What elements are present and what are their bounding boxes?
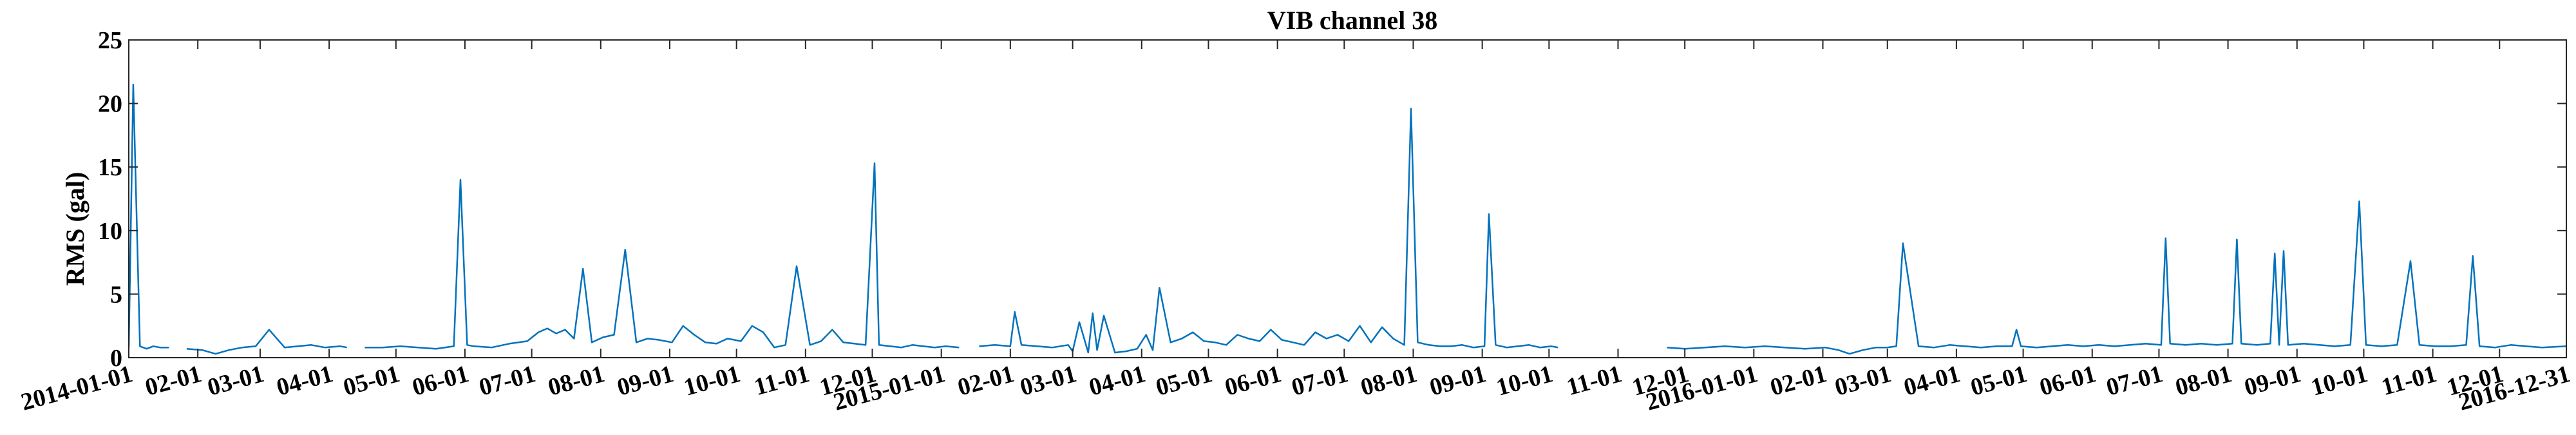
- x-tick-label: 07-01: [1289, 360, 1351, 401]
- x-tick-label: 07-01: [476, 360, 538, 401]
- x-tick-label: 07-01: [2103, 360, 2166, 401]
- x-tick-label: 11-01: [2378, 360, 2439, 401]
- y-tick-label: 10: [98, 218, 122, 245]
- series-line-segment: [128, 83, 169, 350]
- x-tick-label: 08-01: [1358, 360, 1420, 401]
- x-tick-label: 08-01: [545, 360, 608, 401]
- x-tick-label: 05-01: [341, 360, 403, 401]
- series-line-segment: [186, 329, 347, 355]
- x-tick-label: 03-01: [205, 360, 267, 401]
- axes-frame: [128, 39, 2567, 358]
- x-tick-label: 04-01: [274, 360, 336, 401]
- y-axis: 0 5 10 15 20 25: [98, 27, 2566, 372]
- plot-area: [128, 83, 2567, 355]
- y-tick-label: 15: [98, 154, 122, 181]
- x-tick-label: 09-01: [614, 360, 677, 401]
- y-tick-label: 5: [110, 281, 122, 308]
- x-tick-label: 08-01: [2172, 360, 2235, 401]
- x-tick-label: 04-01: [1901, 360, 1964, 401]
- x-tick-label: 10-01: [1493, 360, 1556, 401]
- x-tick-label: 04-01: [1086, 360, 1149, 401]
- x-tick-label: 05-01: [1967, 360, 2030, 401]
- y-tick-label: 0: [110, 345, 122, 372]
- y-tick-label: 25: [98, 27, 122, 54]
- x-tick-label: 06-01: [1222, 360, 1284, 401]
- x-tick-label: 11-01: [752, 360, 812, 401]
- series-line-segment: [1667, 200, 2567, 355]
- y-tick-label: 20: [98, 91, 122, 118]
- x-tick-label: 03-01: [1832, 360, 1895, 401]
- x-tick-label: 03-01: [1017, 360, 1079, 401]
- y-axis-label: RMS (gal): [61, 172, 90, 286]
- chart-title: VIB channel 38: [1267, 6, 1438, 35]
- x-tick-label: 09-01: [1426, 360, 1489, 401]
- series-line-segment: [979, 108, 1558, 354]
- x-tick-label: 06-01: [410, 360, 472, 401]
- x-tick-label: 02-01: [142, 360, 205, 401]
- x-axis: 2014-01-01 02-01 03-01 04-01 05-01 06-01 07-01…: [18, 40, 2573, 416]
- x-tick-label: 02-01: [1767, 360, 1830, 401]
- x-tick-label: 05-01: [1153, 360, 1215, 401]
- x-tick-label: 10-01: [2308, 360, 2371, 401]
- x-tick-label: 09-01: [2242, 360, 2304, 401]
- x-tick-label: 06-01: [2037, 360, 2099, 401]
- x-tick-label: 2014-01-01: [18, 360, 135, 416]
- series-line-segment: [365, 162, 960, 350]
- x-tick-label: 10-01: [681, 360, 743, 401]
- x-tick-label: 02-01: [955, 360, 1018, 401]
- x-tick-label: 11-01: [1564, 360, 1624, 401]
